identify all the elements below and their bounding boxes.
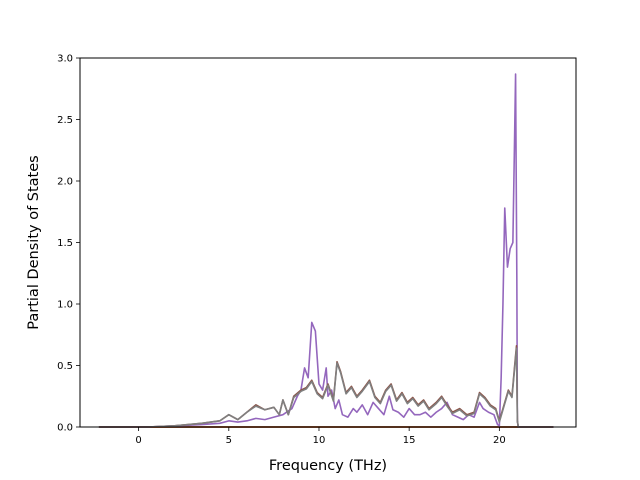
y-tick-label: 1.5 [57,238,73,249]
y-axis-label: Partial Density of States [26,155,42,329]
y-tick-label: 0.5 [57,361,73,372]
x-axis-label: Frequency (THz) [269,458,387,474]
x-tick-label: 0 [135,435,141,446]
y-tick-label: 2.5 [57,115,73,126]
y-axis-ticks: 0.0 0.5 1.0 1.5 2.0 2.5 3.0 [57,54,80,434]
y-tick-label: 1.0 [57,300,73,311]
x-tick-label: 5 [226,435,232,446]
plot-area [80,58,576,427]
y-tick-label: 2.0 [57,177,73,188]
y-tick-label: 3.0 [57,54,73,65]
series-line-7 [98,347,554,428]
y-tick-label: 0.0 [57,423,73,434]
x-tick-label: 15 [403,435,416,446]
x-tick-label: 10 [313,435,326,446]
x-tick-label: 20 [493,435,506,446]
x-axis-ticks: 0 5 10 15 20 [135,427,506,446]
